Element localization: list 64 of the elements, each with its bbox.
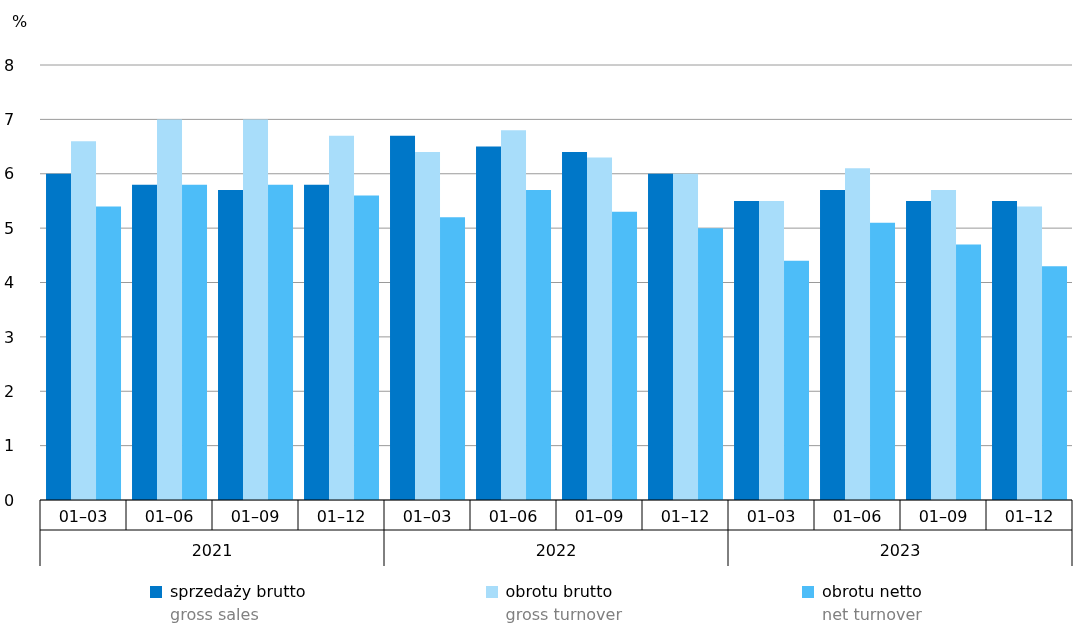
x-tick-label: 01–09 <box>574 507 624 526</box>
bar <box>440 217 466 500</box>
x-tick-label: 01–09 <box>230 507 280 526</box>
bar <box>182 184 208 500</box>
bar <box>906 200 932 500</box>
y-tick-label: 8 <box>4 55 15 75</box>
bar <box>415 152 441 500</box>
bar <box>501 130 527 500</box>
bar <box>71 141 97 500</box>
x-tick-label: 01–12 <box>316 507 366 526</box>
y-tick-label: 1 <box>4 436 15 456</box>
y-axis-title: % <box>12 12 28 31</box>
bar <box>759 200 785 500</box>
bar <box>562 152 588 500</box>
bar <box>784 260 810 500</box>
x-tick-label: 01–06 <box>832 507 882 526</box>
bar <box>390 135 416 500</box>
bar <box>992 200 1018 500</box>
x-tick-label: 01–03 <box>58 507 108 526</box>
bar <box>870 222 896 500</box>
bar <box>268 184 294 500</box>
bar <box>218 190 244 500</box>
bar <box>304 184 330 500</box>
text: 2021 <box>191 541 233 560</box>
x-tick-label: 01–09 <box>918 507 968 526</box>
x-tick-label: 01–03 <box>402 507 452 526</box>
bar <box>329 135 355 500</box>
bar <box>612 211 638 500</box>
bar <box>845 168 871 500</box>
bar <box>96 206 122 500</box>
bar <box>132 184 158 500</box>
y-tick-label: 4 <box>4 273 15 293</box>
bar <box>734 200 760 500</box>
bar <box>1017 206 1043 500</box>
bar <box>1042 266 1068 500</box>
y-tick-label: 2 <box>4 381 15 401</box>
x-tick-label: 01–06 <box>488 507 538 526</box>
legend-label: obrotu netto net turnover <box>822 582 922 624</box>
bar <box>673 173 699 500</box>
legend-label: obrotu brutto gross turnover <box>505 582 622 624</box>
bar <box>243 119 269 500</box>
bar <box>820 190 846 500</box>
bar <box>46 173 72 500</box>
bar <box>648 173 674 500</box>
y-tick-label: 6 <box>4 164 15 184</box>
bar <box>956 244 982 500</box>
y-tick-label: 0 <box>4 490 15 510</box>
y-tick-label: 5 <box>4 218 15 238</box>
bar <box>157 119 183 500</box>
bar <box>354 195 380 500</box>
x-tick-label: 01–06 <box>144 507 194 526</box>
x-tick-label: 01–12 <box>1004 507 1054 526</box>
y-tick-label: 7 <box>4 110 15 130</box>
x-tick-label: 01–12 <box>660 507 710 526</box>
text: 2023 <box>879 541 921 560</box>
bar <box>526 190 552 500</box>
bar <box>587 157 613 500</box>
legend-label: sprzedaży brutto gross sales <box>170 582 306 624</box>
bar <box>931 190 957 500</box>
x-tick-label: 01–03 <box>746 507 796 526</box>
y-tick-label: 3 <box>4 327 15 347</box>
bar <box>476 146 502 500</box>
text: 2022 <box>535 541 577 560</box>
bar <box>698 228 724 500</box>
